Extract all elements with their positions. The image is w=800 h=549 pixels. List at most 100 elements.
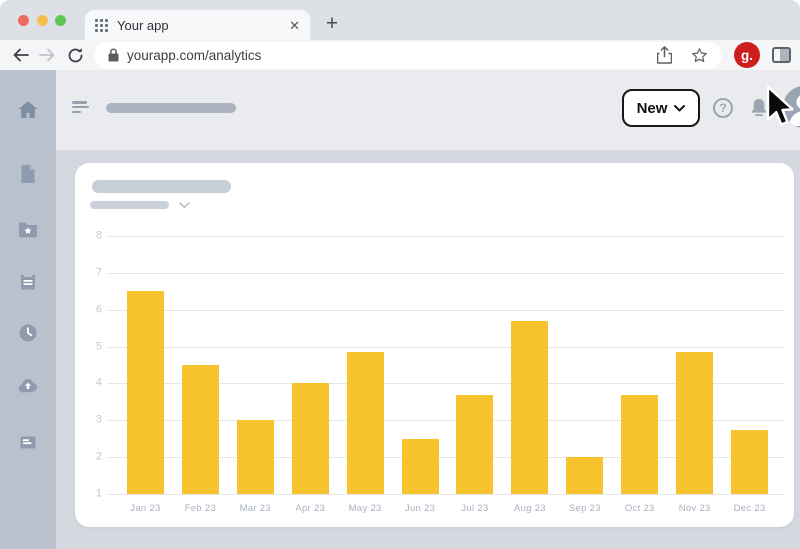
- bar[interactable]: [731, 429, 769, 494]
- home-icon: [18, 101, 38, 118]
- gridline: [108, 457, 785, 459]
- bar-slot: [502, 236, 557, 494]
- sidebar-item-documents[interactable]: [16, 162, 40, 186]
- sidebar-item-upload[interactable]: [16, 374, 40, 398]
- browser-toolbar: yourapp.com/analytics g.: [0, 40, 800, 70]
- bar[interactable]: [401, 438, 439, 494]
- sidebar-item-starred[interactable]: [16, 217, 40, 241]
- bar-slot: [338, 236, 393, 494]
- forward-icon[interactable]: [34, 42, 60, 68]
- x-axis-label: Oct 23: [624, 503, 655, 514]
- x-axis-label: Jul 23: [461, 503, 489, 514]
- bar-slot: [393, 236, 448, 494]
- gridline: [108, 383, 785, 385]
- new-button[interactable]: New: [622, 89, 700, 127]
- x-axis-label: Feb 23: [184, 503, 217, 514]
- y-axis-tick-label: 6: [95, 303, 102, 316]
- tab-title: Your app: [117, 17, 169, 33]
- bar[interactable]: [621, 394, 659, 494]
- bar-slot: [173, 236, 228, 494]
- tab-strip: Your app ✕ +: [0, 0, 800, 40]
- bar-slot: [118, 236, 173, 494]
- g-badge-extension-icon[interactable]: g.: [734, 42, 760, 68]
- bar-slot: [283, 236, 338, 494]
- traffic-light-minimize[interactable]: [37, 15, 48, 26]
- x-axis-label: May 23: [348, 503, 382, 514]
- bar-slot: [667, 236, 722, 494]
- dropdown-label-placeholder: [90, 201, 170, 209]
- person-icon: [789, 95, 800, 126]
- x-axis-label: Mar 23: [239, 503, 271, 514]
- bar-slot: [228, 236, 283, 494]
- bookmark-star-icon[interactable]: [691, 47, 708, 64]
- y-axis-tick-label: 2: [95, 450, 102, 463]
- bar[interactable]: [676, 352, 714, 494]
- x-axis-label: Apr 23: [295, 503, 326, 514]
- y-axis-labels: 1 2 3 4 5 6 7 8: [80, 229, 102, 499]
- y-axis-tick-label: 3: [95, 413, 102, 426]
- bell-icon[interactable]: [748, 96, 770, 125]
- share-icon[interactable]: [657, 46, 672, 64]
- y-axis-tick-label: 1: [95, 487, 102, 500]
- app-sidebar: [0, 70, 56, 549]
- y-axis-tick-label: 8: [95, 229, 102, 242]
- gridline: [108, 236, 785, 237]
- bar-slot: [612, 236, 667, 494]
- y-axis-tick-label: 7: [95, 266, 102, 279]
- sidebar-item-home[interactable]: [16, 98, 40, 122]
- chevron-down-icon: [179, 201, 190, 208]
- bar[interactable]: [236, 420, 274, 494]
- bar-slot: [722, 236, 777, 494]
- help-icon[interactable]: ?: [713, 98, 733, 118]
- bar[interactable]: [511, 320, 549, 494]
- gridline: [108, 494, 785, 495]
- y-axis-tick-label: 4: [95, 376, 102, 389]
- grid-favicon-icon: [95, 18, 108, 32]
- x-axis-label: Sep 23: [568, 503, 601, 514]
- gridlines: [108, 236, 785, 495]
- new-tab-button[interactable]: +: [325, 12, 339, 35]
- x-axis-label: Jun 23: [404, 503, 436, 514]
- bar[interactable]: [566, 457, 604, 494]
- header-title-placeholder: [106, 103, 236, 113]
- gridline: [108, 309, 785, 311]
- document-icon: [21, 165, 35, 183]
- ledger-icon: [21, 275, 35, 290]
- x-axis-label: Dec 23: [733, 503, 766, 514]
- bar-slot: [448, 236, 503, 494]
- bar-slot: [557, 236, 612, 494]
- notes-icon: [20, 436, 36, 449]
- back-icon[interactable]: [8, 42, 34, 68]
- bar[interactable]: [346, 352, 384, 494]
- address-bar[interactable]: yourapp.com/analytics: [94, 41, 722, 69]
- menu-icon[interactable]: [72, 101, 89, 116]
- url-text[interactable]: yourapp.com/analytics: [127, 47, 262, 63]
- gridline: [108, 272, 785, 274]
- bar[interactable]: [456, 394, 494, 494]
- cloud-upload-icon: [18, 379, 38, 393]
- sidebar-item-history[interactable]: [16, 321, 40, 345]
- starred-folder-icon: [19, 222, 37, 238]
- chevron-down-icon: [674, 104, 686, 111]
- x-axis-label: Jan 23: [130, 503, 161, 514]
- bars: [108, 236, 785, 494]
- sidebar-item-ledger[interactable]: [16, 269, 40, 293]
- bar[interactable]: [126, 291, 164, 494]
- traffic-light-zoom[interactable]: [55, 15, 66, 26]
- side-panel-icon[interactable]: [772, 47, 791, 63]
- bar[interactable]: [291, 383, 329, 494]
- app-header: New ?: [56, 70, 800, 150]
- gridline: [108, 346, 785, 348]
- reload-icon[interactable]: [62, 42, 88, 68]
- x-axis-label: Aug 23: [513, 503, 546, 514]
- tab-close-icon[interactable]: ✕: [289, 17, 300, 33]
- chart-filter-dropdown[interactable]: [90, 199, 190, 211]
- browser-tab[interactable]: Your app ✕: [85, 10, 310, 40]
- sidebar-item-notes[interactable]: [16, 429, 40, 453]
- bar[interactable]: [181, 365, 219, 494]
- traffic-light-close[interactable]: [18, 15, 29, 26]
